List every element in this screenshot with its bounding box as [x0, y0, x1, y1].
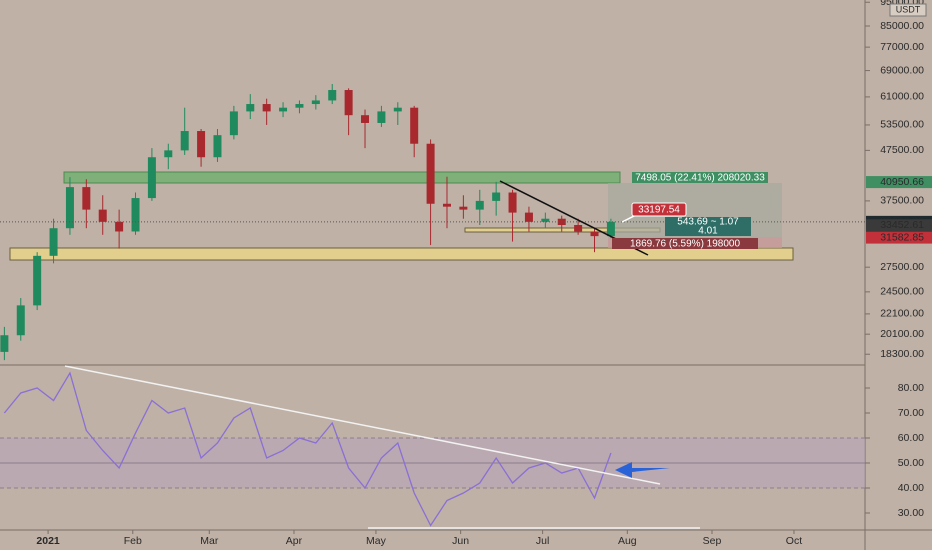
price-label: 31582.85: [880, 231, 924, 243]
candle-body: [442, 203, 451, 207]
x-tick-label: May: [366, 535, 387, 547]
range-label-box: [632, 172, 768, 183]
y-tick-label: 30.00: [898, 507, 924, 519]
x-tick-label: Mar: [200, 535, 219, 547]
ratio-label: 543.69 ~ 1.07: [677, 217, 739, 228]
price-label-box: [866, 219, 932, 232]
candle-body: [82, 187, 91, 210]
candle-body: [426, 143, 435, 204]
y-tick-label: 60.00: [898, 432, 924, 444]
candle-body: [475, 200, 484, 210]
y-tick-label: 24500.00: [880, 286, 924, 298]
price-label-box: [866, 231, 932, 244]
candle-body: [361, 115, 370, 123]
candle-body: [16, 305, 25, 336]
candle-body: [229, 111, 238, 136]
candle-body: [131, 198, 140, 232]
stop-label: 1869.76 (5.59%) 198000: [630, 239, 741, 250]
candle-body: [213, 135, 222, 158]
support-zone: [9, 247, 794, 261]
candle-body: [147, 157, 156, 199]
candle-body: [279, 107, 288, 112]
y-tick-label: 69000.00: [880, 64, 924, 76]
candle-body: [33, 255, 42, 306]
candle-body: [180, 131, 189, 151]
y-tick-label: 61000.00: [880, 91, 924, 103]
candle-body: [246, 104, 255, 112]
x-tick-label: Jul: [536, 535, 549, 547]
candle-body: [262, 104, 271, 112]
ratio-box: [665, 217, 751, 236]
candle-body: [0, 335, 9, 352]
candle-body: [377, 111, 386, 123]
x-tick-label: Oct: [786, 535, 802, 547]
candle-body: [606, 221, 615, 237]
rsi-trend-line: [64, 365, 661, 485]
y-tick-label: 18300.00: [880, 348, 924, 360]
candle-body: [164, 150, 173, 158]
candle-body: [492, 192, 501, 201]
price-label-box: [866, 176, 932, 189]
candle-body: [508, 192, 517, 213]
candle-body: [459, 206, 468, 210]
y-tick-label: 70.00: [898, 407, 924, 419]
y-tick-label: 85000.00: [880, 20, 924, 32]
y-tick-label: 47500.00: [880, 144, 924, 156]
candle-body: [590, 231, 599, 237]
candle-body: [197, 131, 206, 158]
candle-body: [65, 187, 74, 229]
range-label: 7498.05 (22.41%) 208020.33: [635, 173, 765, 184]
candle-body: [410, 107, 419, 144]
entry-label-box: [631, 202, 687, 217]
y-tick-label: 20100.00: [880, 328, 924, 340]
currency-box: [889, 3, 927, 17]
x-tick-label: Feb: [124, 535, 142, 547]
y-tick-label: 40.00: [898, 482, 924, 494]
candle-body: [98, 209, 107, 222]
candle-body: [311, 100, 320, 105]
rsi-line: [3, 371, 612, 527]
candle-body: [49, 228, 58, 256]
candle-body: [393, 107, 402, 112]
ratio-sub: 4.01: [698, 226, 718, 237]
x-tick-label: Apr: [286, 535, 303, 547]
candle-body: [115, 221, 124, 232]
entry-label: 33197.54: [638, 205, 680, 216]
y-tick-label: 37500.00: [880, 195, 924, 207]
resistance-zone: [63, 171, 621, 184]
stop-label-box: [612, 238, 758, 249]
candle-body: [328, 90, 337, 101]
y-tick-label: 77000.00: [880, 41, 924, 53]
y-tick-label: 27500.00: [880, 261, 924, 273]
x-tick-label: 2021: [36, 535, 60, 547]
y-tick-label: 22100.00: [880, 308, 924, 320]
candle-body: [541, 218, 550, 222]
x-tick-label: Sep: [703, 535, 722, 547]
x-tick-label: Jun: [452, 535, 469, 547]
y-tick-label: 50.00: [898, 457, 924, 469]
candle-body: [344, 90, 353, 116]
price-label: 33452.61: [880, 219, 924, 231]
y-tick-label: 80.00: [898, 382, 924, 394]
y-tick-label: 53500.00: [880, 119, 924, 131]
candle-body: [524, 212, 533, 222]
arrow: [615, 462, 670, 478]
candle-body: [295, 104, 304, 108]
candle-body: [574, 225, 583, 232]
price-label: 40950.66: [880, 176, 924, 188]
x-tick-label: Aug: [618, 535, 637, 547]
currency: USDT: [896, 4, 921, 14]
